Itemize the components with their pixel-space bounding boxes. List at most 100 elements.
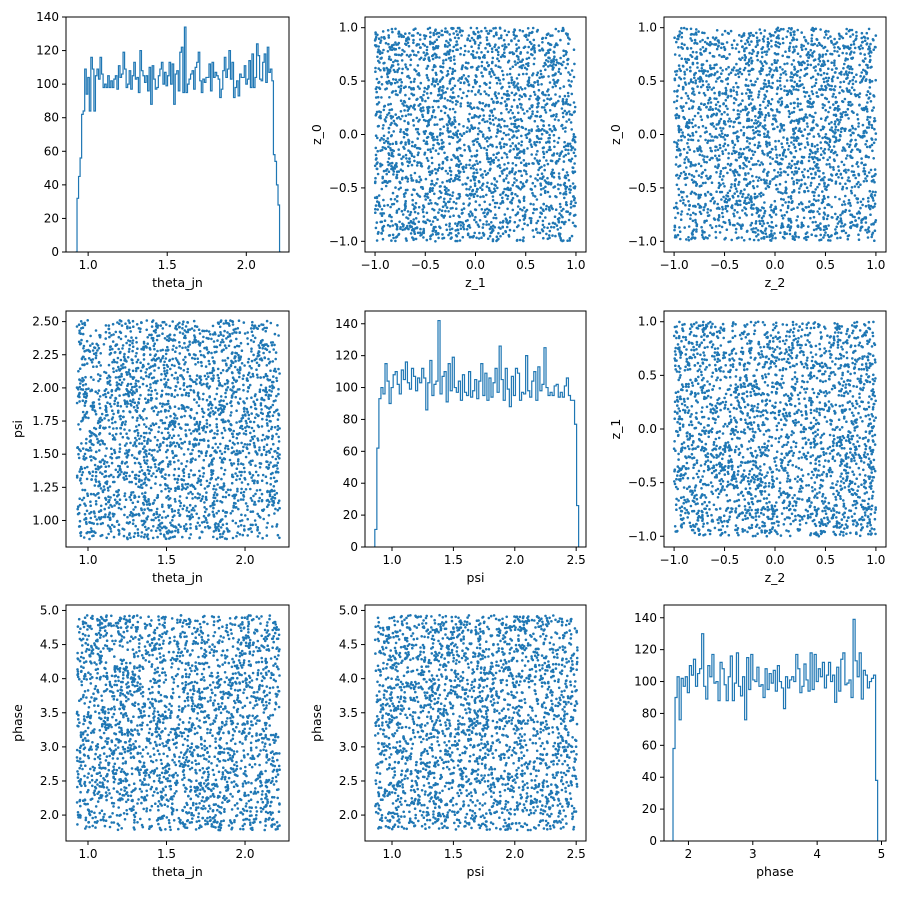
scatter-point	[377, 37, 381, 40]
scatter-point	[479, 92, 483, 96]
scatter-point	[786, 30, 790, 33]
scatter-point	[503, 45, 507, 49]
scatter-point	[520, 186, 524, 189]
scatter-point	[441, 132, 444, 135]
scatter-point	[394, 27, 397, 31]
scatter-point	[817, 63, 820, 66]
scatter-point	[564, 126, 567, 130]
scatter-point	[471, 188, 475, 192]
scatter-point	[547, 140, 551, 143]
scatter-point	[465, 94, 469, 98]
scatter-point	[379, 220, 383, 224]
scatter-point	[867, 126, 871, 129]
scatter-point	[807, 51, 810, 54]
scatter-point	[519, 106, 523, 109]
scatter-point	[433, 64, 436, 67]
scatter-point	[437, 87, 441, 91]
scatter-point	[471, 85, 475, 89]
scatter-point	[542, 150, 545, 154]
scatter-point	[482, 223, 485, 226]
scatter-point	[434, 216, 437, 219]
scatter-point	[806, 53, 810, 56]
scatter-point	[483, 208, 487, 212]
scatter-point	[765, 73, 769, 77]
scatter-point	[759, 121, 762, 125]
scatter-point	[540, 132, 544, 136]
scatter-point	[469, 166, 473, 170]
scatter-point	[797, 122, 800, 125]
scatter-point	[509, 144, 512, 148]
scatter-point	[422, 34, 426, 37]
scatter-point	[446, 114, 450, 117]
scatter-point	[434, 225, 437, 229]
scatter-point	[389, 147, 392, 150]
scatter-point	[503, 43, 507, 46]
scatter-point	[481, 182, 485, 186]
scatter-point	[800, 117, 803, 120]
scatter-point	[478, 121, 481, 125]
scatter-point	[812, 160, 816, 164]
scatter-point	[557, 136, 561, 140]
scatter-point	[675, 173, 679, 177]
scatter-point	[451, 91, 455, 94]
scatter-point	[795, 162, 799, 166]
scatter-point	[793, 30, 796, 33]
scatter-point	[857, 233, 860, 236]
scatter-point	[397, 148, 401, 151]
scatter-point	[403, 195, 406, 198]
scatter-point	[865, 63, 868, 67]
scatter-point	[685, 122, 689, 125]
scatter-point	[734, 227, 738, 231]
scatter-point	[543, 189, 547, 193]
scatter-point	[783, 89, 786, 92]
scatter-point	[431, 53, 435, 57]
scatter-point	[793, 65, 796, 69]
scatter-point	[676, 37, 680, 41]
scatter-point	[388, 214, 391, 218]
scatter-point	[381, 51, 384, 55]
scatter-point	[732, 131, 735, 135]
scatter-point	[544, 68, 547, 72]
scatter-point	[718, 143, 722, 147]
scatter-point	[411, 236, 414, 239]
scatter-point	[857, 172, 860, 176]
scatter-point	[742, 167, 745, 170]
scatter-point	[774, 148, 778, 151]
scatter-point	[486, 171, 490, 175]
scatter-point	[417, 151, 420, 154]
scatter-point	[448, 225, 451, 228]
scatter-point	[395, 165, 398, 168]
scatter-point	[407, 221, 411, 225]
scatter-point	[517, 46, 521, 49]
scatter-point	[754, 130, 757, 134]
scatter-point	[535, 97, 538, 101]
scatter-point	[765, 179, 768, 182]
scatter-point	[397, 32, 400, 35]
scatter-point	[425, 52, 429, 55]
scatter-point	[802, 44, 805, 48]
scatter-point	[397, 207, 401, 211]
scatter-point	[685, 238, 688, 241]
scatter-point	[770, 220, 774, 224]
scatter-point	[517, 124, 520, 128]
scatter-point	[550, 171, 554, 174]
scatter-point	[446, 69, 450, 73]
scatter-point	[524, 33, 528, 37]
scatter-point	[529, 202, 532, 206]
scatter-point	[452, 77, 456, 80]
scatter-point	[739, 189, 743, 193]
scatter-point	[706, 114, 709, 118]
scatter-point	[831, 95, 834, 98]
scatter-point	[548, 98, 552, 101]
scatter-point	[497, 92, 501, 95]
scatter-point	[839, 173, 843, 176]
scatter-point	[396, 80, 399, 84]
scatter-point	[374, 153, 378, 157]
scatter-point	[376, 50, 380, 54]
scatter-point	[846, 89, 849, 92]
scatter-point	[415, 164, 419, 167]
scatter-point	[762, 100, 765, 103]
scatter-point	[541, 41, 544, 44]
scatter-point	[501, 196, 504, 200]
scatter-point	[561, 97, 565, 101]
